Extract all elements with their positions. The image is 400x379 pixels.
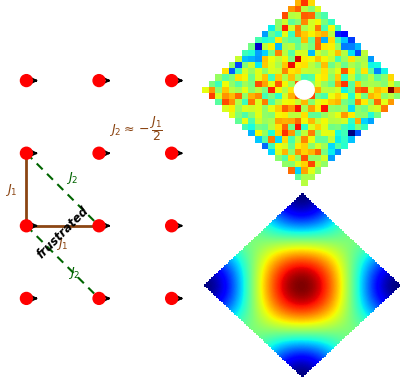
Circle shape xyxy=(20,147,32,159)
Circle shape xyxy=(166,293,178,304)
Text: frustrated: frustrated xyxy=(34,205,91,262)
Circle shape xyxy=(20,220,32,232)
Circle shape xyxy=(166,75,178,86)
Circle shape xyxy=(166,147,178,159)
Circle shape xyxy=(93,220,105,232)
Circle shape xyxy=(93,75,105,86)
Circle shape xyxy=(20,293,32,304)
Circle shape xyxy=(93,147,105,159)
Text: $J_2$: $J_2$ xyxy=(66,170,78,186)
Circle shape xyxy=(20,75,32,86)
Text: $J_2 \approx -\dfrac{J_1}{2}$: $J_2 \approx -\dfrac{J_1}{2}$ xyxy=(109,114,163,143)
Circle shape xyxy=(294,80,314,99)
Text: $J_1$: $J_1$ xyxy=(5,182,18,197)
Text: $J_1$: $J_1$ xyxy=(56,236,69,252)
Circle shape xyxy=(166,220,178,232)
Text: $J_2$: $J_2$ xyxy=(68,265,80,282)
Circle shape xyxy=(93,293,105,304)
